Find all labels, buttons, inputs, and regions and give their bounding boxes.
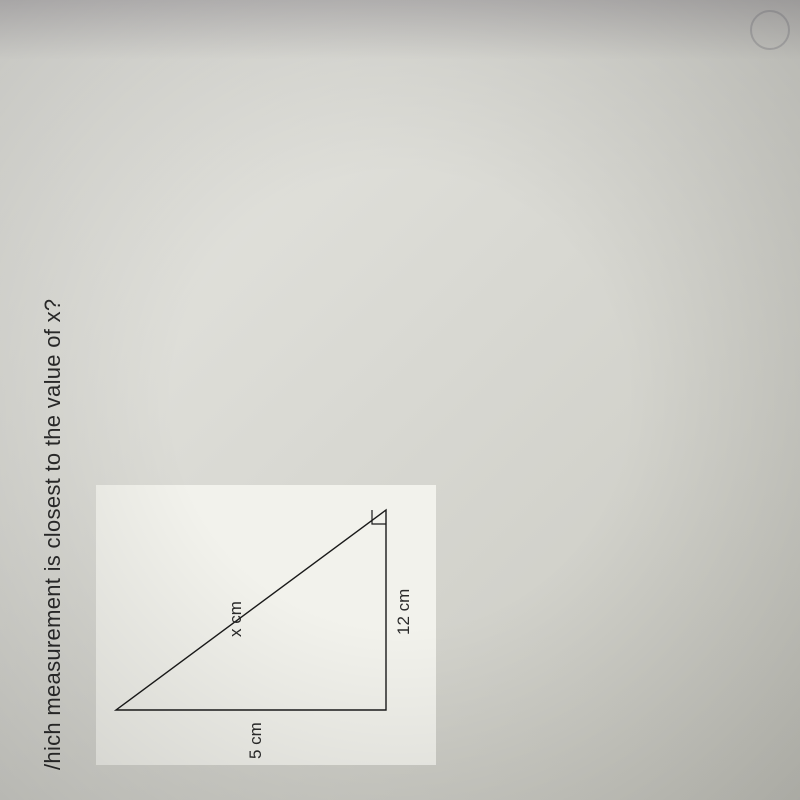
- triangle-svg: [96, 485, 436, 765]
- triangle-outline: [116, 510, 386, 710]
- label-bottom-side: 12 cm: [394, 589, 414, 635]
- label-hypotenuse: x cm: [226, 601, 246, 637]
- worksheet-page: /hich measurement is closest to the valu…: [0, 0, 800, 800]
- question-text: /hich measurement is closest to the valu…: [40, 30, 66, 770]
- label-left-side: 5 cm: [246, 722, 266, 759]
- triangle-figure: 5 cm x cm 12 cm: [96, 485, 436, 765]
